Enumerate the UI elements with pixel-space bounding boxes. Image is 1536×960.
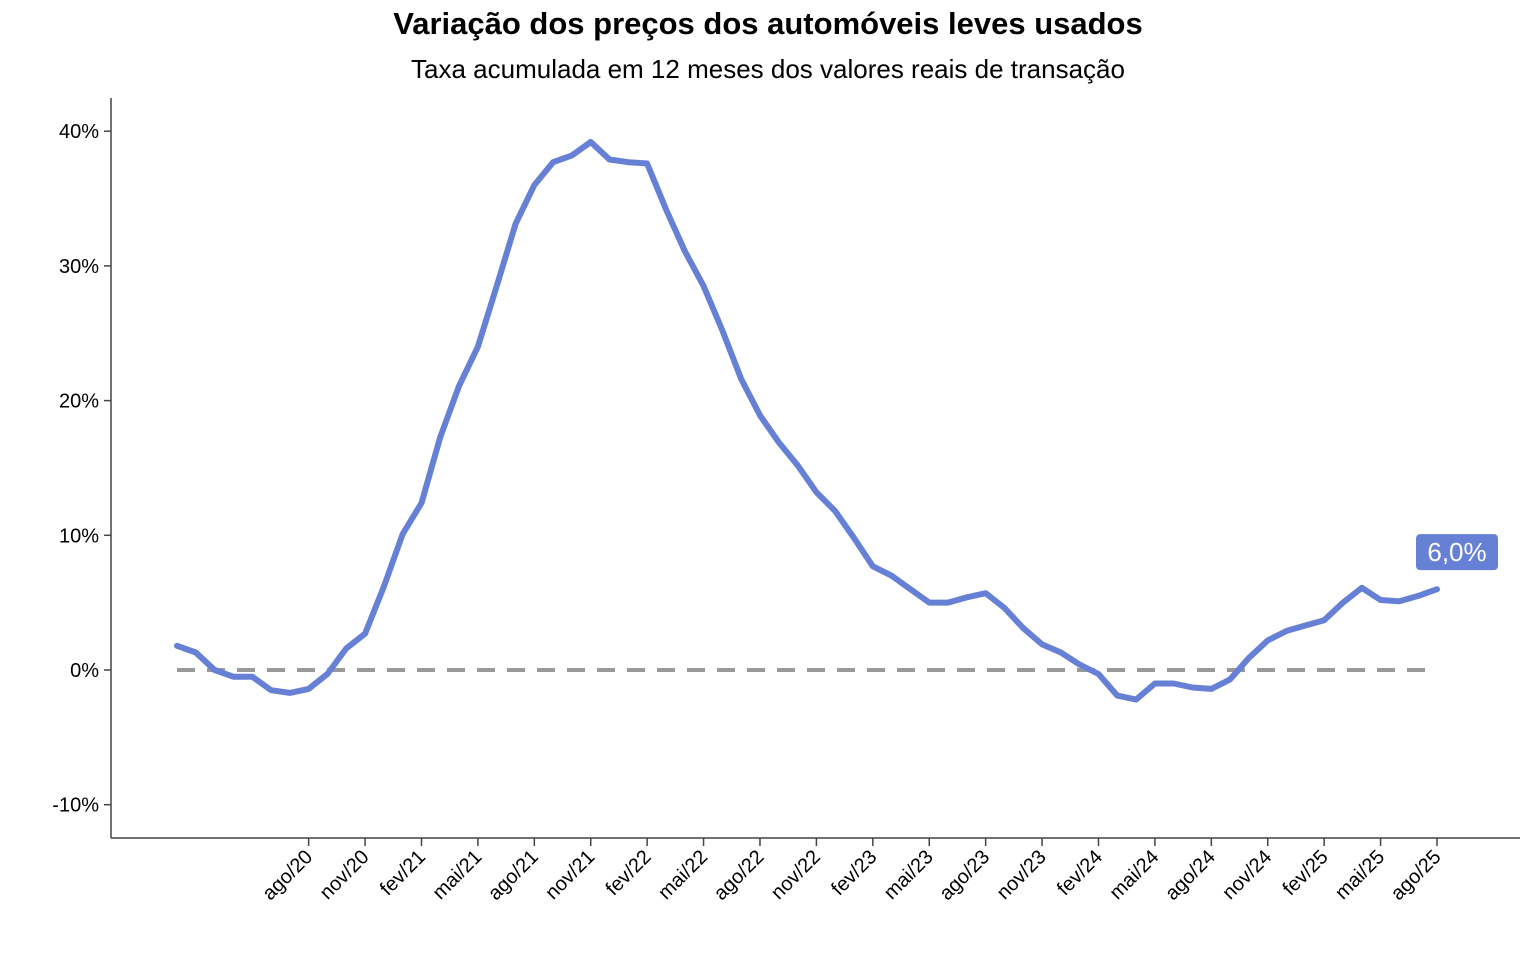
x-tick-label: nov/21 [541,846,599,904]
y-tick-label: 0% [70,660,99,682]
x-tick-label: ago/25 [1387,846,1446,905]
y-axis-ticks: -10% 0% 10% 20% 30% 40% [52,121,111,817]
x-tick-label: fev/22 [602,846,656,900]
end-value-label-text: 6,0% [1427,537,1486,567]
end-value-label-bg [1416,534,1498,571]
x-tick-label: ago/20 [258,846,317,905]
x-tick-label: ago/24 [1161,846,1220,905]
x-tick-label: mai/22 [654,846,712,904]
x-tick-label: ago/23 [935,846,994,905]
x-tick-label: mai/21 [428,846,486,904]
x-tick-label: nov/20 [316,846,374,904]
y-tick-label: -10% [52,795,99,817]
x-tick-label: ago/22 [710,846,769,905]
y-tick-label: 40% [59,121,99,143]
x-tick-label: mai/23 [880,846,938,904]
x-tick-label: fev/25 [1279,846,1333,900]
x-tick-label: nov/22 [767,846,825,904]
x-tick-label: nov/24 [1218,846,1276,904]
chart-title: Variação dos preços dos automóveis leves… [393,6,1143,41]
y-tick-label: 10% [59,525,99,547]
x-tick-label: nov/23 [993,846,1051,904]
x-tick-label: ago/21 [484,846,543,905]
x-tick-label: fev/24 [1053,846,1107,900]
x-tick-label: mai/24 [1105,846,1163,904]
x-tick-label: fev/23 [827,846,881,900]
y-tick-label: 20% [59,391,99,413]
y-tick-label: 30% [59,256,99,278]
x-tick-label: mai/25 [1331,846,1389,904]
chart-subtitle: Taxa acumulada em 12 meses dos valores r… [411,54,1125,84]
end-value-label: 6,0% [1416,534,1498,571]
x-tick-label: fev/21 [376,846,430,900]
series-line [174,139,1440,703]
